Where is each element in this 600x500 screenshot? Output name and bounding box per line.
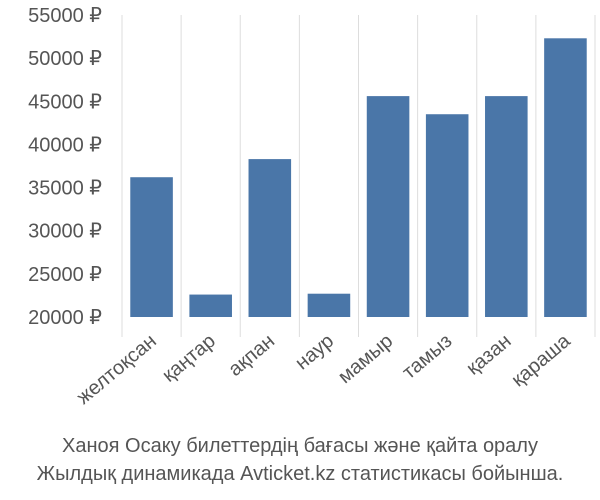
x-tick-label: ақпан [224,330,279,381]
x-tick-label: қазан [462,330,515,380]
bar-7 [485,96,528,317]
x-tick-label: желтоқсан [73,330,161,409]
y-tick-label: 45000 ₽ [28,91,102,113]
x-tick-label: наур [291,330,338,374]
bar-6 [425,114,469,317]
bar-8 [544,38,587,317]
y-tick-label: 40000 ₽ [28,134,102,156]
caption-line-1: Ханоя Осаку билеттердің бағасы және қайт… [62,435,538,457]
y-axis-tick-labels: 20000 ₽ 25000 ₽ 30000 ₽ 35000 ₽ 40000 ₽ 45000… [28,5,102,329]
bar-4 [307,293,351,317]
y-tick-label: 55000 ₽ [28,5,102,27]
grid-lines [121,15,596,337]
x-tick-label: тамыз [398,330,456,384]
bar-5 [366,96,410,317]
y-tick-label: 30000 ₽ [28,221,102,243]
y-tick-label: 25000 ₽ [28,264,102,286]
y-tick-label: 20000 ₽ [28,307,102,329]
x-tick-label: мамыр [334,330,397,388]
bar-3 [248,159,292,317]
y-tick-label: 50000 ₽ [28,48,102,70]
caption-line-2: Жылдық динамикада Avticket.kz статистика… [37,463,564,485]
bar-2 [189,294,232,317]
bars [130,38,587,317]
x-tick-label: қаңтар [158,330,220,387]
y-tick-label: 35000 ₽ [28,178,102,200]
bar-1 [130,177,173,317]
x-tick-label: қараша [507,329,575,391]
